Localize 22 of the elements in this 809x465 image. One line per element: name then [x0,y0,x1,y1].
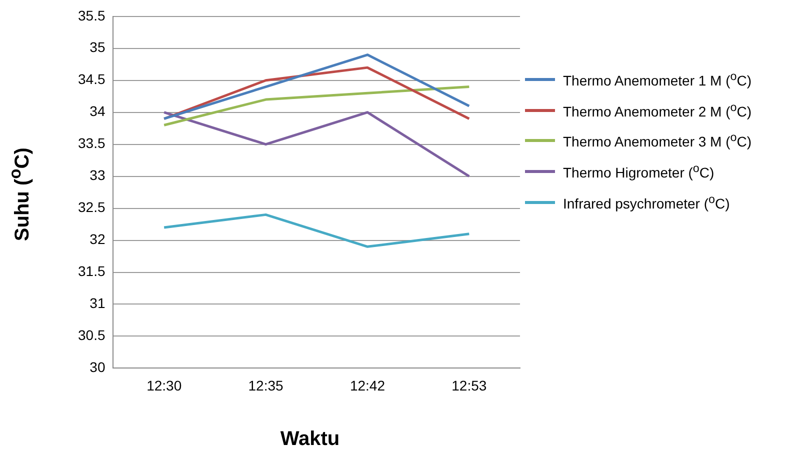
legend-label: Thermo Anemometer 3 M ($^{o}$C) [563,131,752,150]
y-tick-label: 31.5 [78,263,106,280]
y-tick-label: 33 [90,167,106,184]
y-tick-label: 30 [90,359,106,376]
y-tick-label: 35.5 [78,7,106,24]
legend-label: Thermo Anemometer 2 M ($^{o}$C) [563,100,752,120]
y-tick-label: 31 [90,295,106,312]
x-axis-title: Waktu [279,428,341,451]
y-tick-label: 33.5 [78,135,106,152]
y-tick-label: 32 [90,231,106,248]
x-tick-label: 12:35 [248,377,284,394]
x-tick-label: 12:30 [146,377,182,394]
legend-label: Thermo Anemometer 1 M ($^{o}$C) [563,70,752,89]
legend-label: Infrared psychrometer ($^{o}$C) [563,192,730,212]
x-tick-label: 12:53 [452,377,487,394]
y-tick-label: 35 [90,39,106,56]
y-tick-label: 30.5 [78,327,106,344]
y-tick-label: 32.5 [78,199,106,216]
y-tick-label: 34.5 [78,71,106,88]
legend-label: Thermo Higrometer ($^{o}$C) [563,162,714,181]
x-tick-label: 12:42 [350,377,386,394]
y-tick-label: 34 [90,103,106,120]
